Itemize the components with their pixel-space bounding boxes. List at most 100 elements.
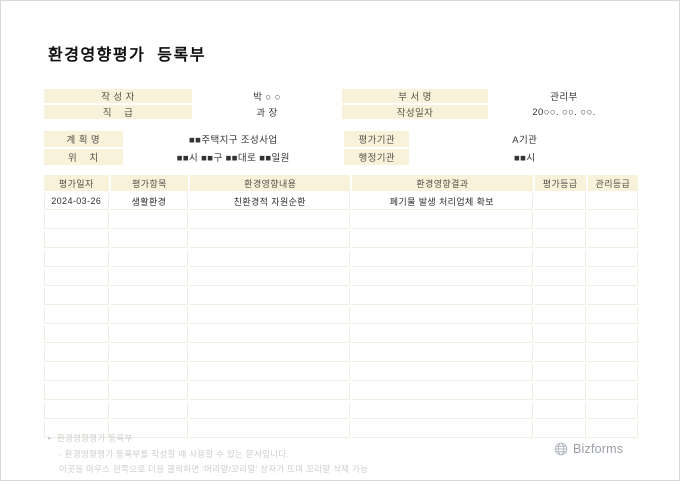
empty-cell [190,421,351,438]
evaluation-table: 평가일자 평가항목 환경영향내용 환경영향결과 평가등급 관리등급 2024-0… [42,173,640,440]
col-header-eval-item: 평가항목 [110,175,189,191]
empty-row [44,383,638,400]
writer-label-cell: 작 성 자 [44,89,192,103]
empty-cell [587,345,638,362]
empty-cell [44,402,109,419]
empty-cell [587,402,638,419]
footer-note-title: 환경영향평가 등록부 [56,433,133,443]
table-row: 위 치 ■■시 ■■구 ■■대로 ■■일원 행정기관 ■■시 [44,149,638,165]
empty-cell [534,421,586,438]
empty-cell [534,231,586,248]
empty-cell [110,250,189,267]
position-label-cell: 직 급 [44,105,192,119]
empty-cell [352,231,533,248]
col-header-impact-result: 환경영향결과 [352,175,533,191]
admin-agency-label-cell: 행정기관 [344,149,410,165]
plan-name-label-cell: 계 획 명 [44,131,123,147]
empty-cell [587,383,638,400]
empty-cell [534,345,586,362]
eval-grade-cell [534,193,586,210]
empty-cell [352,269,533,286]
empty-row [44,402,638,419]
impact-result-cell: 폐기물 발생 처리업체 확보 [352,193,533,210]
empty-row [44,364,638,381]
empty-cell [190,364,351,381]
evaluation-table-header-row: 평가일자 평가항목 환경영향내용 환경영향결과 평가등급 관리등급 [44,175,638,191]
empty-cell [110,231,189,248]
empty-cell [44,250,109,267]
empty-cell [44,307,109,324]
empty-cell [44,345,109,362]
empty-row [44,269,638,286]
col-header-mgmt-grade: 관리등급 [587,175,638,191]
empty-cell [587,307,638,324]
mgmt-grade-cell [587,193,638,210]
empty-row [44,421,638,438]
empty-cell [190,250,351,267]
empty-row [44,231,638,248]
table-row: 계 획 명 ■■주택지구 조성사업 평가기관 A기관 [44,131,638,147]
eval-item-cell: 생활환경 [110,193,189,210]
location-label-cell: 위 치 [44,149,123,165]
plan-name-value-cell: ■■주택지구 조성사업 [124,131,342,147]
empty-cell [587,212,638,229]
empty-cell [352,250,533,267]
footer-note-line2: 이곳을 마우스 왼쪽으로 더블 클릭하면 '머리말/꼬리말' 상자가 뜨며 꼬리… [59,464,369,474]
empty-cell [352,383,533,400]
empty-cell [534,288,586,305]
empty-cell [190,307,351,324]
empty-cell [44,326,109,343]
empty-cell [110,383,189,400]
footer-bullet-icon: ▸ [48,435,52,442]
empty-row [44,307,638,324]
empty-cell [534,269,586,286]
empty-cell [44,364,109,381]
empty-cell [190,231,351,248]
empty-cell [352,345,533,362]
empty-cell [587,288,638,305]
empty-cell [352,212,533,229]
empty-cell [110,269,189,286]
empty-cell [534,364,586,381]
empty-cell [110,421,189,438]
admin-agency-value-cell: ■■시 [411,149,638,165]
empty-cell [190,402,351,419]
empty-cell [44,383,109,400]
eval-agency-value-cell: A기관 [411,131,638,147]
empty-cell [352,364,533,381]
col-header-eval-grade: 평가등급 [534,175,586,191]
empty-cell [44,421,109,438]
empty-cell [190,288,351,305]
position-value-cell: 과 장 [194,105,340,119]
empty-cell [534,307,586,324]
department-label-cell: 부 서 명 [341,89,488,103]
empty-cell [352,402,533,419]
writer-info-table: 작 성 자 박 ○ ○ 부 서 명 관리부 직 급 과 장 작성일자 20○○.… [42,87,640,121]
empty-cell [352,421,533,438]
write-date-label-cell: 작성일자 [341,105,488,119]
empty-row [44,212,638,229]
empty-cell [534,383,586,400]
empty-row [44,288,638,305]
empty-cell [190,383,351,400]
department-value-cell: 관리부 [489,89,638,103]
table-row: 직 급 과 장 작성일자 20○○. ○○. ○○. [44,105,638,119]
empty-cell [110,326,189,343]
empty-cell [190,212,351,229]
evaluation-data-row: 2024-03-26 생활환경 친환경적 자원순환 폐기물 발생 처리업체 확보 [44,193,638,210]
eval-date-cell: 2024-03-26 [44,193,109,210]
empty-cell [110,345,189,362]
empty-cell [587,421,638,438]
empty-cell [587,364,638,381]
empty-row [44,345,638,362]
footer-note: ▸ 환경영향평가 등록부 - 환경영향평가 등록부를 작성할 때 사용할 수 있… [48,432,368,475]
empty-cell [587,231,638,248]
empty-row [44,326,638,343]
eval-agency-label-cell: 평가기관 [344,131,410,147]
plan-info-table: 계 획 명 ■■주택지구 조성사업 평가기관 A기관 위 치 ■■시 ■■구 ■… [42,129,640,167]
empty-cell [110,364,189,381]
empty-cell [534,402,586,419]
empty-cell [44,288,109,305]
empty-cell [110,307,189,324]
